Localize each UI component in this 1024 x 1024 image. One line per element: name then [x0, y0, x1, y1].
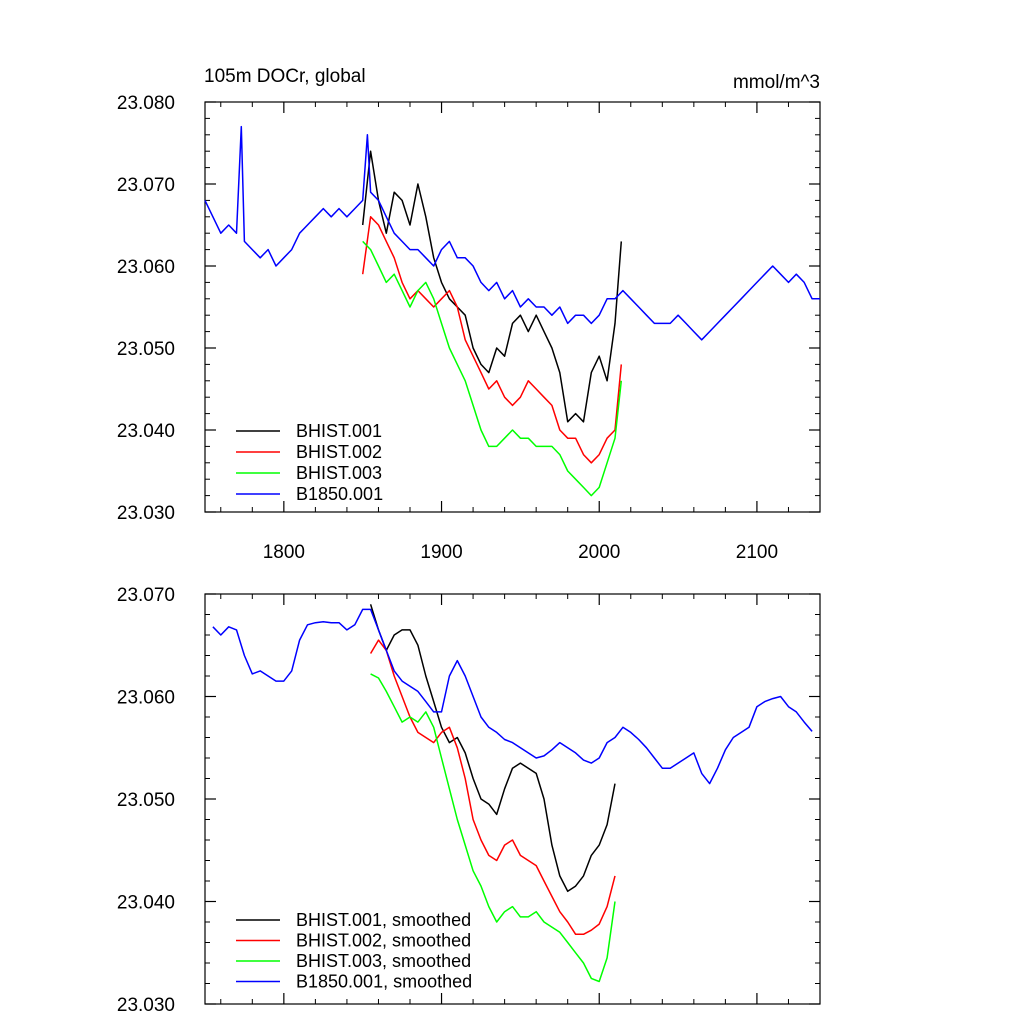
top-legend-label: BHIST.003 [296, 463, 382, 483]
top-ytick-label: 23.070 [117, 175, 175, 196]
bottom-ytick-label: 23.050 [117, 790, 175, 811]
top-legend-label: BHIST.002 [296, 442, 382, 462]
top-plot-frame [204, 101, 821, 513]
top-ytick-label: 23.080 [117, 93, 175, 114]
top-ytick-label: 23.060 [117, 257, 175, 278]
top-series-line-2 [361, 216, 623, 464]
bottom-panel: 23.030 23.040 23.050 23.060 23.070 BHIST.001,… [117, 585, 821, 1016]
top-legend-label: B1850.001 [296, 484, 383, 504]
bottom-legend-label: BHIST.002, smoothed [296, 931, 471, 951]
bottom-series-line-1 [369, 604, 616, 893]
top-xtick-label: 2000 [578, 542, 620, 563]
bottom-ytick-label: 23.070 [117, 585, 175, 606]
top-xtick-label: 1800 [263, 542, 305, 563]
top-xtick-label: 2100 [736, 542, 778, 563]
top-panel: 105m DOCr, global mmol/m^3 23.030 23.040 2… [117, 66, 821, 563]
top-legend-label: BHIST.001 [296, 421, 382, 441]
top-panel-title: 105m DOCr, global [204, 66, 366, 87]
bottom-ytick-label: 23.030 [117, 995, 175, 1016]
top-series-line-1 [361, 150, 623, 423]
top-ytick-label: 23.040 [117, 421, 175, 442]
top-ytick-label: 23.050 [117, 339, 175, 360]
bottom-legend-label: BHIST.003, smoothed [296, 951, 471, 971]
top-ytick-label: 23.030 [117, 503, 175, 524]
top-panel-units: mmol/m^3 [733, 72, 820, 93]
bottom-legend-label: B1850.001, smoothed [296, 972, 472, 992]
bottom-legend-label: BHIST.001, smoothed [296, 910, 471, 930]
bottom-series-line-2 [369, 639, 616, 936]
top-series-line-4 [204, 125, 820, 341]
top-xtick-label: 1900 [420, 542, 462, 563]
bottom-ytick-label: 23.060 [117, 688, 175, 709]
bottom-series-line-4 [212, 608, 813, 785]
bottom-ytick-label: 23.040 [117, 893, 175, 914]
top-series-line-3 [362, 240, 623, 497]
bottom-series-line-3 [370, 673, 616, 983]
